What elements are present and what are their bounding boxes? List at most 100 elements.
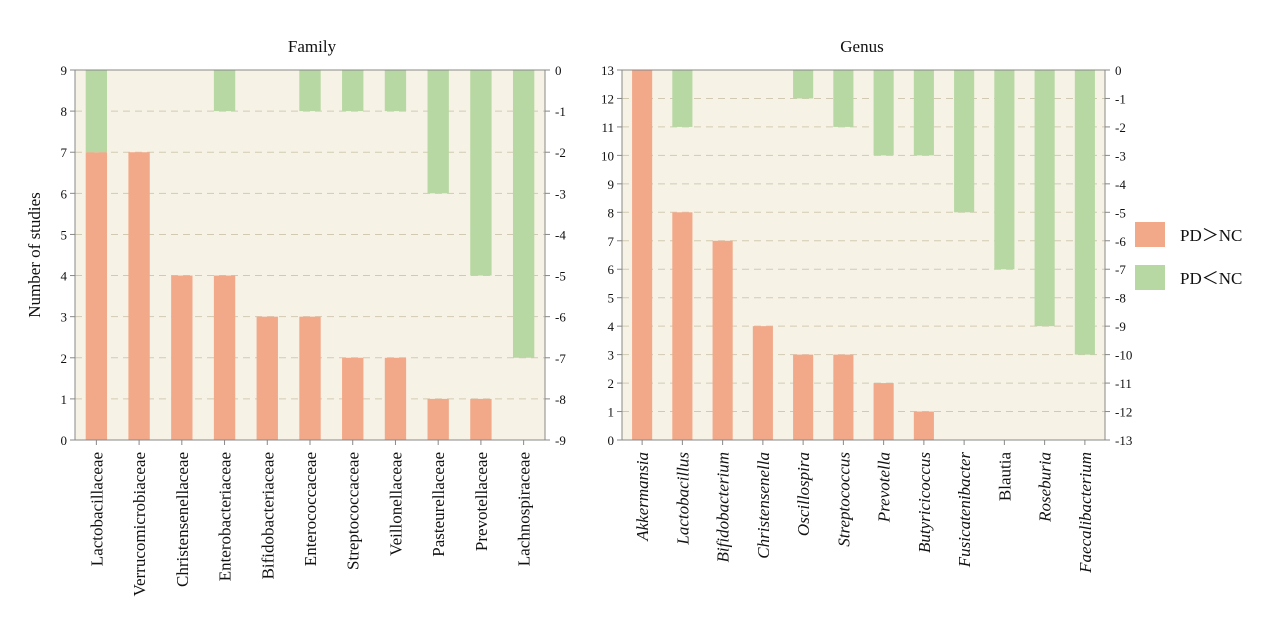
category-label-pasteurellaceae: Pasteurellaceae [429, 452, 448, 557]
bar-pd-lt-nc [213, 70, 236, 112]
category-label-bifidobacterium: Bifidobacterium [714, 452, 733, 562]
category-label-oscillospira: Oscillospira [794, 452, 813, 536]
y-tick-label: 3 [608, 348, 615, 363]
category-label-lactobacillus: Lactobacillus [673, 452, 692, 546]
y-tick-label: 0 [61, 433, 68, 448]
bar-pd-lt-nc [85, 70, 108, 153]
family-chart: 0 1 2 3 4 5 6 7 8 9 0 -1 -2 -3 -4 -5 -6 -7 -8 -9 Lactobacill… [61, 37, 567, 596]
bar-pd-lt-nc [873, 70, 894, 156]
category-label-veillonellaceae: Veillonellaceae [386, 452, 405, 556]
bar-pd-gt-nc [672, 212, 693, 440]
legend-label: PD＞NC [1180, 226, 1242, 245]
bar-pd-gt-nc [793, 354, 814, 440]
bar-pd-gt-nc [470, 398, 492, 440]
category-label-blautia: Blautia [995, 452, 1014, 502]
category-label-verrucomicrobiaceae: Verrucomicrobiaceae [130, 452, 149, 596]
category-label-fusicatenibacter: Fusicatenibacter [955, 452, 974, 569]
category-label-faecalibacterium: Faecalibacterium [1076, 452, 1095, 574]
y-tick-label: 1 [61, 392, 68, 407]
plot-frame [621, 69, 1106, 441]
y2-tick-label: -3 [1115, 148, 1126, 163]
y-tick-label: 5 [61, 227, 68, 242]
bar-pd-lt-nc [793, 70, 814, 99]
legend-swatch [1135, 222, 1165, 247]
y2-tick-label: -9 [555, 433, 566, 448]
genus-title: Genus [840, 37, 883, 56]
category-label-prevotella: Prevotella [875, 452, 894, 523]
y-tick-label: 8 [608, 205, 615, 220]
y2-tick-label: -7 [555, 351, 566, 366]
y2-tick-label: -3 [555, 186, 566, 201]
bar-pd-gt-nc [213, 275, 236, 440]
y2-tick-label: -6 [1115, 234, 1126, 249]
y-tick-label: 11 [601, 120, 614, 135]
y-tick-label: 5 [608, 291, 615, 306]
category-label-christensenellaceae: Christensenellaceae [173, 452, 192, 587]
plot-background [622, 70, 1105, 440]
y2-tick-label: 0 [555, 63, 562, 78]
bar-pd-gt-nc [171, 275, 193, 440]
bar-pd-lt-nc [384, 70, 407, 112]
bar-pd-gt-nc [128, 152, 150, 440]
y-tick-label: 12 [601, 91, 614, 106]
y-tick-label: 4 [608, 319, 615, 334]
y-tick-label: 1 [608, 405, 615, 420]
y-axis-label: Number of studies [25, 192, 44, 318]
bar-pd-gt-nc [833, 354, 854, 440]
family-title: Family [288, 37, 337, 56]
bar-pd-gt-nc [712, 240, 733, 440]
y2-tick-label: -12 [1115, 405, 1132, 420]
bar-pd-gt-nc [913, 411, 934, 440]
bar-pd-gt-nc [384, 357, 407, 440]
y2-tick-label: -9 [1115, 319, 1126, 334]
category-label-christensenella: Christensenella [754, 452, 773, 559]
category-label-prevotellaceae: Prevotellaceae [472, 452, 491, 551]
bar-pd-lt-nc [913, 70, 934, 156]
y-tick-label: 9 [61, 63, 68, 78]
category-label-bifidobacteriaceae: Bifidobacteriaceae [258, 452, 277, 579]
category-label-streptococcaceae: Streptococcaceae [344, 452, 363, 570]
y-tick-label: 9 [608, 177, 615, 192]
bar-pd-gt-nc [427, 398, 449, 440]
y2-tick-label: -4 [1115, 177, 1126, 192]
bar-pd-gt-nc [299, 316, 321, 440]
y2-tick-label: -5 [1115, 205, 1126, 220]
y2-tick-label: -11 [1115, 376, 1132, 391]
bar-pd-gt-nc [342, 357, 364, 440]
y-tick-label: 2 [608, 376, 615, 391]
y2-tick-label: -2 [1115, 120, 1126, 135]
category-label-streptococcus: Streptococcus [834, 452, 853, 547]
category-label-enterococcaceae: Enterococcaceae [301, 452, 320, 566]
bar-pd-gt-nc [752, 326, 773, 440]
y-tick-label: 3 [61, 310, 68, 325]
bar-pd-gt-nc [873, 383, 894, 440]
bar-pd-gt-nc [256, 316, 278, 440]
y2-tick-label: -6 [555, 310, 566, 325]
bar-pd-lt-nc [954, 70, 975, 213]
bar-pd-lt-nc [672, 70, 693, 127]
y2-tick-label: -10 [1115, 348, 1132, 363]
y2-tick-label: -13 [1115, 433, 1132, 448]
y2-tick-label: -5 [555, 269, 566, 284]
y-tick-label: 0 [608, 433, 615, 448]
category-label-enterobacteriaceae: Enterobacteriaceae [216, 452, 235, 581]
bar-pd-lt-nc [1074, 70, 1095, 355]
y-tick-label: 13 [601, 63, 614, 78]
bar-pd-lt-nc [470, 70, 492, 276]
bar-pd-lt-nc [299, 70, 321, 112]
bar-pd-gt-nc [632, 70, 653, 440]
y2-tick-label: -1 [1115, 91, 1126, 106]
bar-pd-lt-nc [512, 70, 535, 358]
legend: PD＞NC PD＜NC [1135, 222, 1242, 290]
y-tick-label: 10 [601, 148, 614, 163]
bar-pd-lt-nc [427, 70, 449, 194]
y2-tick-label: -7 [1115, 262, 1126, 277]
y2-tick-label: -4 [555, 227, 566, 242]
y2-tick-label: 0 [1115, 63, 1122, 78]
bar-pd-lt-nc [994, 70, 1015, 270]
y2-tick-label: -1 [555, 104, 566, 119]
category-label-roseburia: Roseburia [1036, 452, 1055, 523]
y2-tick-label: -2 [555, 145, 566, 160]
